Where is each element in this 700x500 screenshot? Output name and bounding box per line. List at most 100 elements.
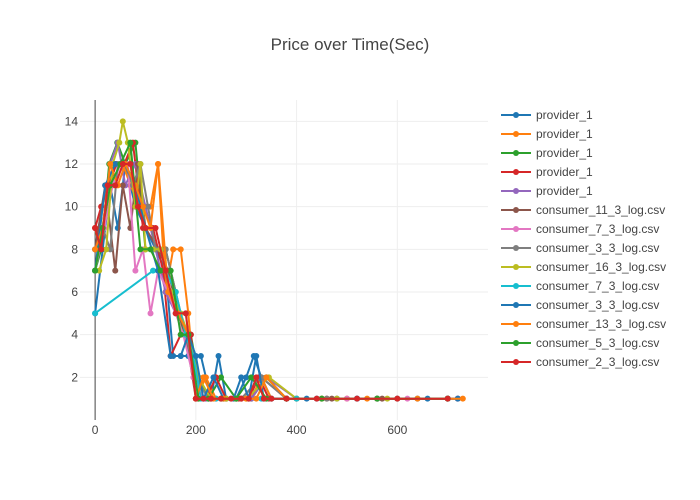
data-point [116,139,123,146]
legend-item[interactable]: consumer_11_3_log.csv [501,203,665,217]
data-point [177,353,184,359]
data-point [200,374,207,381]
data-point [147,246,154,253]
data-point [112,267,119,274]
legend-item[interactable]: consumer_2_3_log.csv [501,355,659,369]
legend-swatch-marker [513,169,519,175]
data-point [218,395,225,402]
data-point [119,118,126,125]
legend-item[interactable]: provider_1 [501,146,593,160]
legend-label: consumer_3_3_log.csv [536,241,659,255]
data-point [238,395,245,402]
data-point [170,246,177,253]
data-point [459,395,466,402]
legend-swatch-marker [513,207,519,213]
data-point [210,374,217,381]
data-point [92,267,99,274]
legend-item[interactable]: consumer_7_3_log.csv [501,222,659,236]
x-tick-label: 200 [186,423,206,437]
data-point [127,139,134,146]
legend-swatch-marker [513,131,519,137]
data-point [253,353,260,359]
series-line [94,141,448,400]
legend-swatch-marker [513,359,519,365]
series-line [94,163,458,400]
data-point [142,225,149,231]
data-point [92,310,99,317]
data-point [268,395,275,402]
legend-label: provider_1 [536,127,593,141]
legend-item[interactable]: consumer_7_3_log.csv [501,279,659,293]
data-point [283,395,290,402]
data-point [112,182,119,189]
series-line [94,141,448,400]
data-point [104,182,111,189]
series-12 [92,161,466,402]
data-point [238,374,245,381]
data-point [200,395,207,402]
data-point [92,246,99,253]
legend-label: consumer_13_3_log.csv [536,317,666,331]
legend-label: provider_1 [536,108,593,122]
data-point [218,374,225,381]
data-point [167,353,174,359]
series-line [94,141,448,400]
legend-item[interactable]: consumer_3_3_log.csv [501,241,659,255]
legend-swatch-marker [513,340,519,346]
data-point [139,203,146,210]
legend-item[interactable]: provider_1 [501,127,593,141]
data-point [253,374,260,381]
legend-item[interactable]: consumer_16_3_log.csv [501,260,666,274]
series-7 [92,161,461,402]
x-tick-label: 0 [92,423,99,437]
data-point [354,395,361,402]
legend-item[interactable]: provider_1 [501,165,593,179]
y-tick-label: 2 [71,370,78,384]
data-point [167,267,174,274]
data-point [132,267,139,274]
legend-swatch-marker [513,226,519,232]
legend-swatch-marker [513,302,519,308]
legend-item[interactable]: consumer_13_3_log.csv [501,317,666,331]
legend-item[interactable]: provider_1 [501,108,593,122]
legend-swatch-marker [513,150,519,156]
data-point [192,353,199,359]
legend-label: provider_1 [536,184,593,198]
legend-swatch-marker [513,264,519,270]
data-point [98,246,105,253]
series-14 [92,161,451,402]
data-point [155,161,162,167]
data-point [177,246,184,253]
legend-label: provider_1 [536,165,593,179]
data-point [145,203,151,210]
data-point [137,246,144,253]
data-point [228,395,235,402]
x-tick-label: 600 [387,423,407,437]
series-line [94,163,458,400]
legend[interactable]: provider_1 provider_1 provider_1 provider_1… [501,108,666,369]
legend-label: consumer_7_3_log.csv [536,279,659,293]
data-point [157,267,164,274]
legend-item[interactable]: consumer_3_3_log.csv [501,298,659,312]
series-line [94,141,448,400]
data-point [107,161,114,167]
legend-item[interactable]: consumer_5_3_log.csv [501,336,659,350]
chart-title: Price over Time(Sec) [271,35,430,54]
grid-layer [80,100,488,420]
legend-item[interactable]: provider_1 [501,184,593,198]
y-tick-label: 12 [65,157,79,171]
data-point [197,353,204,359]
data-point [137,161,144,167]
data-point [147,310,154,317]
y-tick-label: 4 [71,328,78,342]
data-point [112,161,119,167]
y-tick-label: 10 [65,200,79,214]
legend-label: provider_1 [536,146,593,160]
legend-label: consumer_5_3_log.csv [536,336,659,350]
y-tick-label: 8 [71,242,78,256]
y-tick-label: 14 [65,114,79,128]
legend-swatch-marker [513,188,519,194]
legend-swatch-marker [513,245,519,251]
